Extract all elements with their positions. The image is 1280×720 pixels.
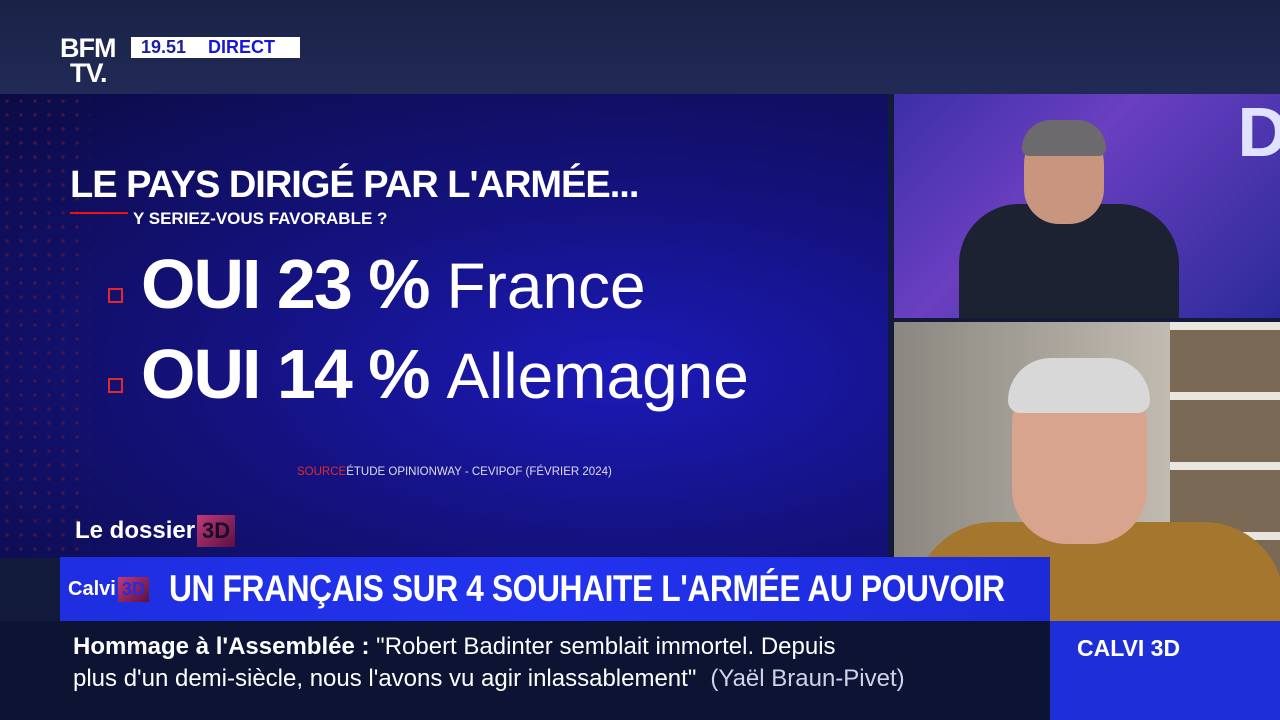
- headline-banner: Calvi 3D UN FRANÇAIS SUR 4 SOUHAITE L'ARM…: [60, 557, 1050, 621]
- source-note: SOURCEÉTUDE OPINIONWAY - CEVIPOF (FÉVRIE…: [297, 466, 612, 478]
- poll-country: Allemagne: [446, 340, 749, 412]
- bullet-square-icon: [108, 377, 123, 393]
- live-label: DIRECT: [208, 37, 275, 57]
- show-name: Calvi: [68, 577, 116, 600]
- ticker-quote-1: "Robert Badinter semblait immortel. Depu…: [369, 633, 836, 660]
- logo-line2: TV.: [70, 58, 108, 88]
- program-box: CALVI 3D: [1050, 621, 1280, 720]
- dot-pattern: [0, 94, 90, 558]
- graphic-subtitle: Y SERIEZ-VOUS FAVORABLE ?: [133, 209, 388, 228]
- bfmtv-logo: BFM TV.: [60, 33, 116, 88]
- bullet-square-icon: [108, 287, 123, 303]
- ticker-topic: Hommage à l'Assemblée: [73, 633, 355, 660]
- ticker-line2: plus d'un demi-siècle, nous l'avons vu a…: [73, 665, 905, 693]
- accent-line: [70, 212, 128, 214]
- graphic-title: LE PAYS DIRIGÉ PAR L'ARMÉE...: [70, 164, 639, 206]
- poll-stat: OUI 23 %: [141, 245, 430, 323]
- headline: UN FRANÇAIS SUR 4 SOUHAITE L'ARMÉE AU PO…: [168, 568, 1005, 609]
- poll-country: France: [446, 250, 646, 322]
- ticker-colon: :: [354, 633, 370, 660]
- ticker-attribution: (Yaël Braun-Pivet): [710, 665, 905, 692]
- clock-time: 19.51: [141, 37, 187, 57]
- poll-graphic: LE PAYS DIRIGÉ PAR L'ARMÉE... Y SERIEZ-V…: [0, 94, 888, 558]
- source-text: ÉTUDE OPINIONWAY - CEVIPOF (FÉVRIER 2024…: [346, 466, 612, 478]
- ticker-line1: Hommage à l'Assemblée : "Robert Badinter…: [73, 633, 836, 661]
- segment-name: Le dossier: [75, 517, 196, 544]
- top-bar: BFM TV. 19.51 DIRECT: [0, 0, 1280, 94]
- program-name: CALVI 3D: [1077, 635, 1181, 661]
- segment-label: Le dossier 3D: [75, 515, 236, 547]
- studio-video-feed: D: [894, 94, 1280, 318]
- presenter-hair: [1022, 120, 1106, 156]
- poll-row-france: OUI 23 % France: [108, 244, 646, 324]
- ticker-quote-2: plus d'un demi-siècle, nous l'avons vu a…: [73, 665, 697, 692]
- guest-hair: [1008, 358, 1150, 413]
- logo-line1: BFM: [60, 33, 116, 63]
- source-label: SOURCE: [297, 466, 347, 478]
- poll-row-allemagne: OUI 14 % Allemagne: [108, 334, 749, 414]
- live-clock: 19.51 DIRECT: [131, 37, 300, 58]
- poll-stat: OUI 14 %: [141, 335, 430, 413]
- show-tag: 3D: [117, 576, 149, 602]
- backdrop-letter: D: [1237, 94, 1280, 171]
- segment-tag: 3D: [197, 515, 236, 547]
- news-ticker: Hommage à l'Assemblée : "Robert Badinter…: [0, 621, 1050, 720]
- show-logo: Calvi 3D: [68, 576, 149, 602]
